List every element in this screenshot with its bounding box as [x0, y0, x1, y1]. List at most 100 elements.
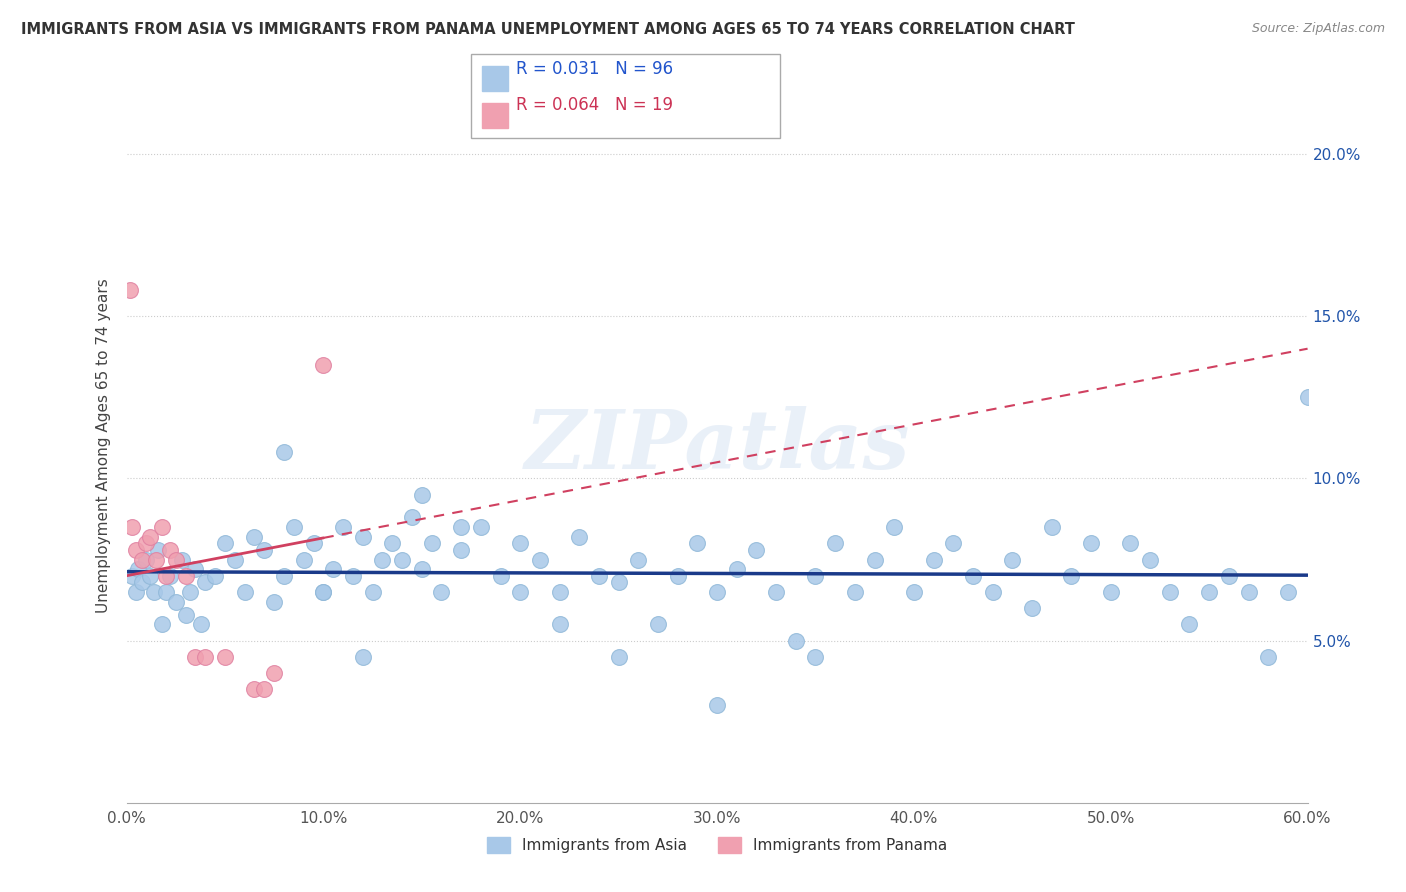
Point [170, 552, 193, 566]
Point [922, 552, 945, 566]
Point [489, 568, 512, 582]
Point [1198, 585, 1220, 599]
Point [588, 568, 610, 582]
Point [725, 562, 748, 576]
Point [529, 552, 551, 566]
Point [302, 536, 325, 550]
Point [450, 542, 472, 557]
Point [165, 595, 187, 609]
Point [165, 552, 187, 566]
Point [607, 575, 630, 590]
Text: R = 0.064   N = 19: R = 0.064 N = 19 [516, 96, 673, 114]
Text: IMMIGRANTS FROM ASIA VS IMMIGRANTS FROM PANAMA UNEMPLOYMENT AMONG AGES 65 TO 74 : IMMIGRANTS FROM ASIA VS IMMIGRANTS FROM … [21, 22, 1076, 37]
Point [509, 536, 531, 550]
Point [312, 358, 335, 372]
Point [450, 520, 472, 534]
Legend: Immigrants from Asia, Immigrants from Panama: Immigrants from Asia, Immigrants from Pa… [481, 831, 953, 859]
Point [1021, 601, 1043, 615]
Point [243, 530, 266, 544]
Point [159, 568, 181, 582]
Point [184, 562, 207, 576]
Point [322, 562, 344, 576]
Point [844, 585, 866, 599]
Point [981, 585, 1004, 599]
Point [190, 617, 212, 632]
Point [706, 585, 728, 599]
Point [263, 595, 285, 609]
Point [1119, 536, 1142, 550]
Point [381, 536, 404, 550]
Point [1178, 617, 1201, 632]
Point [292, 552, 315, 566]
Point [1060, 568, 1083, 582]
Point [509, 585, 531, 599]
Point [411, 562, 433, 576]
Point [179, 585, 201, 599]
Point [155, 585, 177, 599]
Point [332, 520, 354, 534]
Point [765, 585, 787, 599]
Point [470, 520, 492, 534]
Point [361, 585, 384, 599]
Point [430, 585, 453, 599]
Point [283, 520, 305, 534]
Point [548, 585, 571, 599]
Point [243, 682, 266, 697]
Point [253, 682, 276, 697]
Point [1257, 649, 1279, 664]
Point [184, 649, 207, 664]
Point [139, 530, 162, 544]
Point [214, 536, 236, 550]
Point [159, 542, 181, 557]
Point [411, 488, 433, 502]
Point [145, 552, 167, 566]
Point [785, 633, 807, 648]
Point [706, 698, 728, 713]
Point [143, 585, 166, 599]
Text: Source: ZipAtlas.com: Source: ZipAtlas.com [1251, 22, 1385, 36]
Point [745, 542, 768, 557]
Point [204, 568, 226, 582]
Point [420, 536, 443, 550]
Point [155, 568, 177, 582]
Point [686, 536, 709, 550]
Point [120, 283, 142, 297]
Point [342, 568, 364, 582]
Point [125, 542, 148, 557]
Text: R = 0.031   N = 96: R = 0.031 N = 96 [516, 60, 673, 78]
Point [863, 552, 886, 566]
Point [214, 649, 236, 664]
Point [253, 542, 276, 557]
Point [1237, 585, 1260, 599]
Point [273, 445, 295, 459]
Point [139, 568, 162, 582]
Point [127, 562, 149, 576]
Point [121, 520, 143, 534]
Point [824, 536, 846, 550]
Point [1139, 552, 1161, 566]
Point [391, 552, 413, 566]
Point [804, 649, 827, 664]
Point [174, 568, 197, 582]
Point [352, 649, 374, 664]
Point [135, 536, 157, 550]
Point [1296, 390, 1319, 404]
Point [135, 552, 157, 566]
Point [352, 530, 374, 544]
Point [273, 568, 295, 582]
Point [1001, 552, 1024, 566]
Point [883, 520, 905, 534]
Point [131, 575, 153, 590]
Point [962, 568, 984, 582]
Point [194, 649, 217, 664]
Point [804, 568, 827, 582]
Point [150, 520, 173, 534]
Y-axis label: Unemployment Among Ages 65 to 74 years: Unemployment Among Ages 65 to 74 years [96, 278, 111, 614]
Text: ZIPatlas: ZIPatlas [524, 406, 910, 486]
Point [1099, 585, 1122, 599]
Point [401, 510, 423, 524]
Point [121, 568, 143, 582]
Point [647, 617, 669, 632]
Point [607, 649, 630, 664]
Point [312, 585, 335, 599]
